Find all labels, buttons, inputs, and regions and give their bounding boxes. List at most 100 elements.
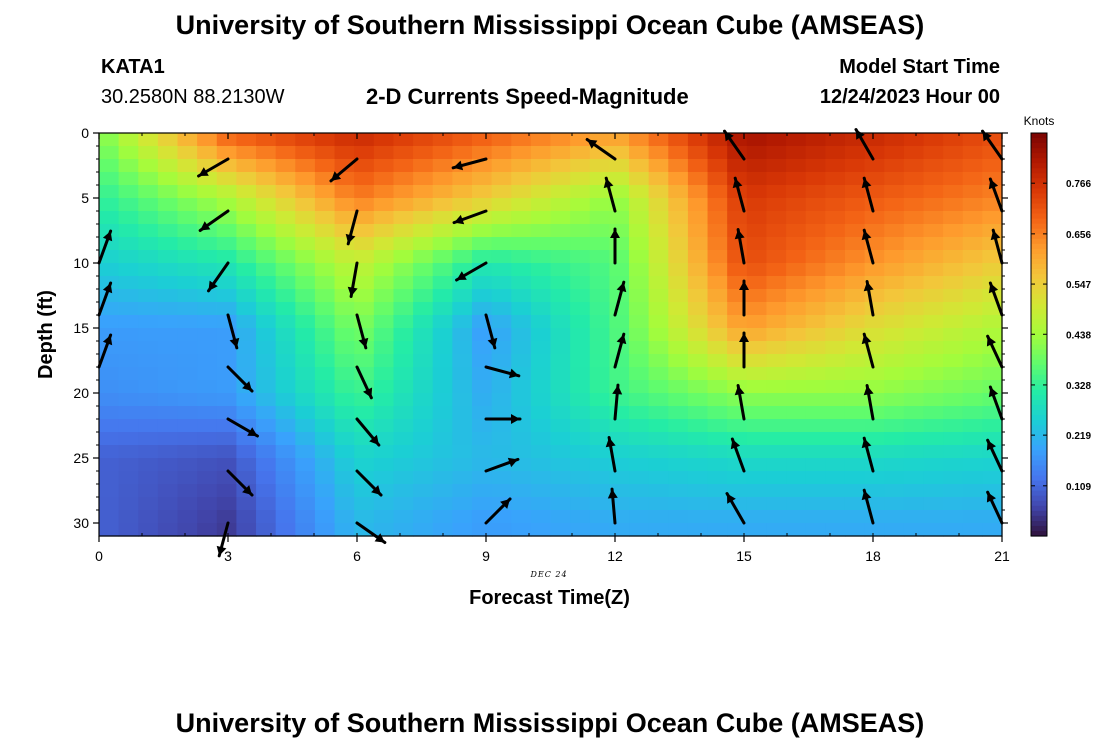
heatmap-cell xyxy=(177,380,198,394)
heatmap-cell xyxy=(157,146,179,160)
heatmap-cell xyxy=(648,276,669,290)
current-vector xyxy=(607,487,618,525)
heatmap-cell xyxy=(687,211,709,225)
heatmap-cell xyxy=(432,497,453,511)
heatmap-cell xyxy=(746,159,768,173)
heatmap-cell xyxy=(884,497,905,511)
heatmap-cell xyxy=(943,133,964,147)
heatmap-cell xyxy=(413,289,434,303)
heatmap-cell xyxy=(432,146,453,160)
heatmap-cell xyxy=(962,328,983,342)
colorbar-segment xyxy=(1031,495,1047,502)
heatmap-cell xyxy=(825,198,846,212)
heatmap-cell xyxy=(668,497,689,511)
footer-title: University of Southern Mississippi Ocean… xyxy=(175,708,925,738)
heatmap-cell xyxy=(629,289,650,303)
heatmap-cell xyxy=(943,185,964,199)
heatmap-cell xyxy=(766,523,787,537)
colorbar-tick-label: 0.109 xyxy=(1066,482,1091,493)
heatmap-cell xyxy=(275,484,296,498)
heatmap-cell xyxy=(805,315,826,329)
heatmap-cell xyxy=(295,172,316,186)
heatmap-cell xyxy=(786,302,807,316)
heatmap-cell xyxy=(923,432,944,446)
heatmap-cell xyxy=(118,289,139,303)
heatmap-cell xyxy=(354,146,375,160)
x-tick-label: 0 xyxy=(95,548,103,564)
heatmap-cell xyxy=(413,211,434,225)
heatmap-cell xyxy=(943,289,964,303)
heatmap-cell xyxy=(452,315,473,329)
heatmap-cell xyxy=(707,458,728,472)
heatmap-cell xyxy=(452,419,473,433)
heatmap-cell xyxy=(825,185,846,199)
heatmap-cell xyxy=(589,354,610,368)
heatmap-cell xyxy=(707,302,728,316)
heatmap-cell xyxy=(805,302,826,316)
heatmap-cell xyxy=(373,458,395,472)
heatmap-cell xyxy=(648,302,669,316)
heatmap-cell xyxy=(746,198,768,212)
heatmap-cell xyxy=(766,354,787,368)
heatmap-cell xyxy=(707,432,728,446)
heatmap-cell xyxy=(177,250,198,264)
heatmap-cell xyxy=(491,159,512,173)
current-vector xyxy=(861,488,875,525)
heatmap-cell xyxy=(432,510,453,524)
heatmap-cell xyxy=(236,146,257,160)
heatmap-cell xyxy=(864,406,885,420)
heatmap-cell xyxy=(923,523,944,537)
heatmap-cell xyxy=(805,354,826,368)
heatmap-cell xyxy=(432,354,453,368)
current-vector xyxy=(863,384,875,421)
heatmap-cell xyxy=(197,328,218,342)
heatmap-cell xyxy=(943,458,964,472)
heatmap-cell xyxy=(197,146,218,160)
heatmap-cell xyxy=(687,523,709,537)
heatmap-cell xyxy=(256,289,277,303)
heatmap-cell xyxy=(138,406,159,420)
heatmap-cell xyxy=(923,367,944,381)
heatmap-cell xyxy=(962,185,983,199)
current-vector xyxy=(739,331,749,369)
heatmap-cell xyxy=(373,367,395,381)
heatmap-cell xyxy=(393,133,414,147)
heatmap-cell xyxy=(923,458,944,472)
date-label: DEC 24 xyxy=(529,570,567,579)
heatmap-cell xyxy=(334,341,355,355)
heatmap-cell xyxy=(236,159,257,173)
heatmap-cell xyxy=(118,341,139,355)
heatmap-cell xyxy=(825,393,846,407)
heatmap-cell xyxy=(295,302,316,316)
heatmap-cell xyxy=(413,263,434,277)
heatmap-cell xyxy=(275,367,296,381)
colorbar-segment xyxy=(1031,334,1047,341)
heatmap-cell xyxy=(138,224,159,238)
heatmap-cell xyxy=(491,263,512,277)
colorbar-segment xyxy=(1031,173,1047,179)
heatmap-cell xyxy=(99,185,120,199)
heatmap-cell xyxy=(157,263,179,277)
heatmap-cell xyxy=(825,172,846,186)
heatmap-cell xyxy=(805,237,826,251)
heatmap-cell xyxy=(962,380,983,394)
heatmap-cell xyxy=(197,445,218,459)
heatmap-cell xyxy=(511,185,532,199)
heatmap-cell xyxy=(314,458,336,472)
heatmap-cell xyxy=(511,133,532,147)
heatmap-cell xyxy=(707,224,728,238)
current-vector xyxy=(988,177,1004,213)
x-axis-label: Forecast Time(Z) xyxy=(469,587,630,609)
heatmap-cell xyxy=(589,497,610,511)
heatmap-cell xyxy=(570,497,591,511)
heatmap-cell xyxy=(118,237,139,251)
colorbar-segment xyxy=(1031,163,1047,169)
heatmap-cell xyxy=(962,367,983,381)
heatmap-cell xyxy=(177,211,198,225)
heatmap-cell xyxy=(118,523,139,537)
heatmap-cell xyxy=(687,406,709,420)
heatmap-cell xyxy=(118,250,139,264)
heatmap-cell xyxy=(491,172,512,186)
heatmap-cell xyxy=(707,419,728,433)
heatmap-cell xyxy=(432,341,453,355)
